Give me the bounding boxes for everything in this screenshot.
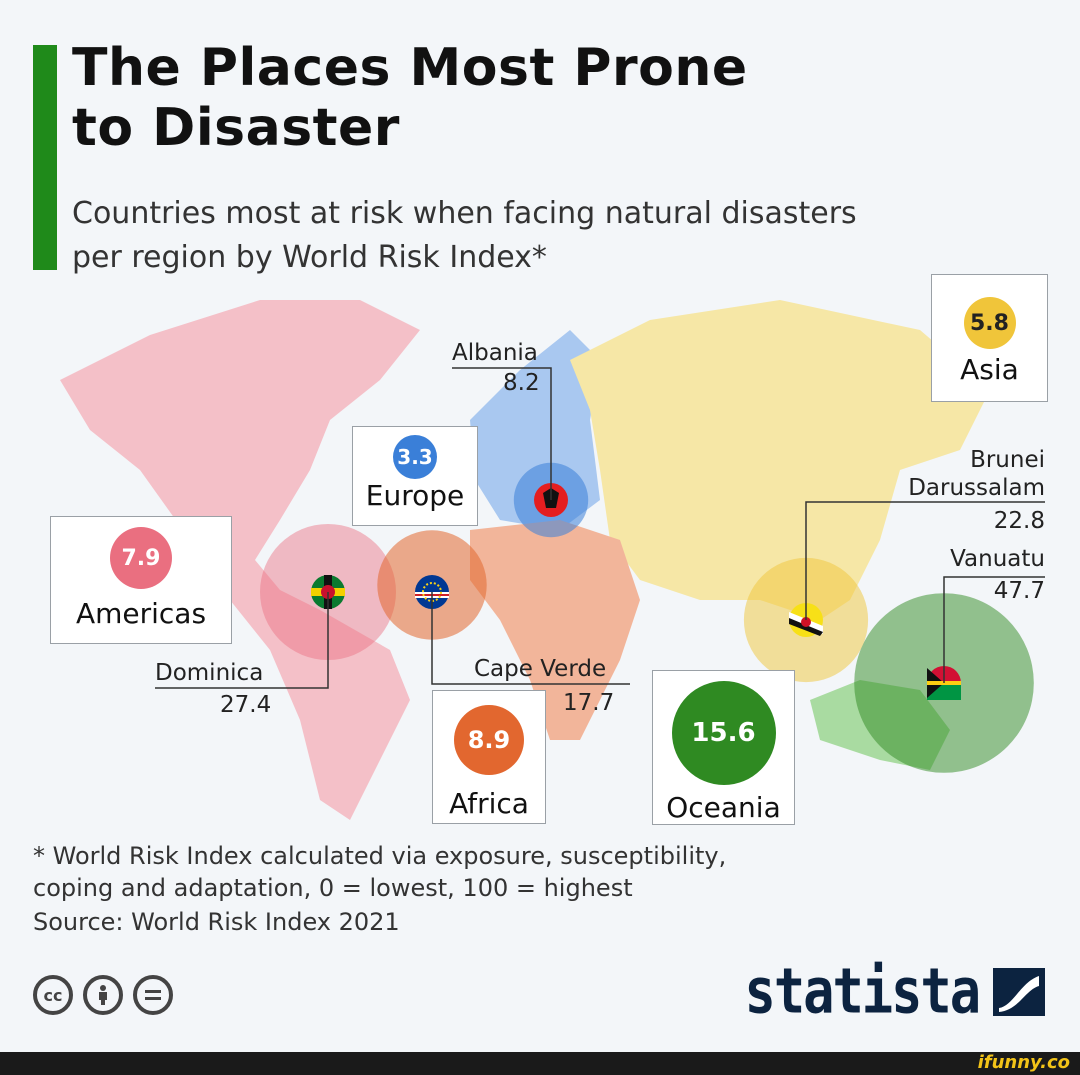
statista-logo[interactable]: statista (745, 956, 1045, 1028)
region-label-europe: Europe (365, 479, 465, 512)
chart-subtitle: Countries most at risk when facing natur… (72, 196, 857, 275)
chart-title: The Places Most Prone to Disaster (72, 38, 748, 158)
no-derivatives-icon[interactable] (133, 975, 173, 1015)
source-note: Source: World Risk Index 2021 (33, 908, 400, 936)
watermark: ifunny.co (977, 1052, 1070, 1073)
region-value-oceania: 15.6 (691, 718, 756, 748)
region-box-asia: 5.8 Asia (931, 274, 1048, 402)
country-label-albania: Albania (452, 340, 538, 366)
country-value-cape-verde: 17.7 (563, 690, 615, 716)
region-dot-asia: 5.8 (963, 297, 1016, 349)
statista-mark-icon (993, 968, 1045, 1016)
region-dot-europe: 3.3 (393, 435, 437, 479)
country-label-cape-verde: Cape Verde (474, 656, 607, 682)
watermark-bar (0, 1052, 1080, 1075)
region-label-americas: Americas (75, 597, 207, 630)
region-dot-africa: 8.9 (454, 705, 524, 775)
region-box-oceania: 15.6 Oceania (652, 670, 795, 825)
region-dot-oceania: 15.6 (671, 681, 776, 785)
region-box-africa: 8.9 Africa (432, 690, 546, 824)
region-value-europe: 3.3 (397, 445, 433, 469)
license-icons: cc (33, 975, 173, 1015)
country-label-vanuatu: Vanuatu (950, 546, 1045, 572)
attribution-icon[interactable] (83, 975, 123, 1015)
continent-americas (60, 300, 420, 820)
continent-asia (570, 300, 990, 620)
region-label-africa: Africa (449, 787, 529, 820)
country-value-vanuatu: 47.7 (993, 578, 1045, 604)
flag-brunei-icon (789, 603, 823, 637)
country-value-dominica: 27.4 (220, 692, 272, 718)
country-label-dominica: Dominica (155, 660, 264, 686)
region-label-oceania: Oceania (666, 791, 781, 824)
country-value-brunei: 22.8 (993, 508, 1045, 534)
region-value-africa: 8.9 (467, 726, 511, 754)
continent-africa (470, 520, 640, 740)
leader-lines (155, 367, 1045, 689)
country-value-albania: 8.2 (503, 370, 540, 396)
footnote: * World Risk Index calculated via exposu… (33, 842, 727, 902)
region-value-asia: 5.8 (970, 310, 1009, 336)
country-label-brunei-2: Darussalam (908, 475, 1045, 501)
country-label-brunei: Brunei (970, 447, 1045, 473)
region-box-europe: 3.3 Europe (352, 426, 478, 526)
region-box-americas: 7.9 Americas (50, 516, 232, 644)
region-dot-americas: 7.9 (110, 527, 172, 589)
brand-name: statista (744, 956, 981, 1028)
region-value-americas: 7.9 (121, 545, 161, 571)
region-label-asia: Asia (960, 353, 1019, 386)
title-accent-bar (33, 45, 57, 270)
cc-icon[interactable]: cc (33, 975, 73, 1015)
